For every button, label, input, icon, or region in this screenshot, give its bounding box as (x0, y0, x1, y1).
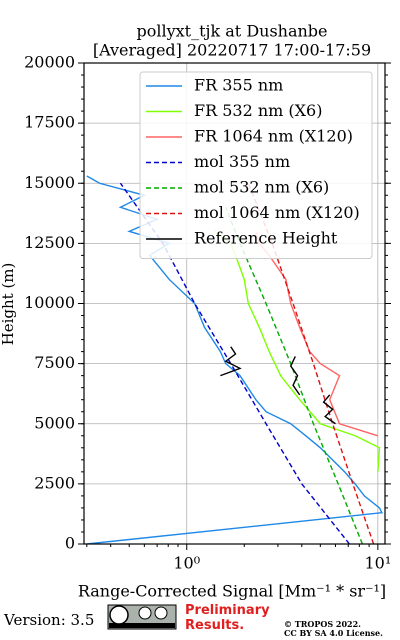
legend-label: FR 1064 nm (X120) (194, 127, 353, 146)
y-tick-label: 20000 (24, 53, 75, 72)
x-tick-label: 10¹ (364, 554, 391, 573)
x-tick-label: 10⁰ (173, 554, 200, 573)
legend-label: Reference Height (194, 229, 338, 248)
notice-line: Results. (185, 618, 244, 633)
license: CC BY SA 4.0 License. (284, 628, 383, 638)
y-axis-label: Height (m) (0, 263, 17, 346)
series-line (220, 346, 242, 377)
legend-label: mol 1064 nm (X120) (194, 203, 360, 222)
copyright: © TROPOS 2022. (284, 619, 361, 629)
notice: Preliminary (185, 603, 270, 618)
y-tick-label: 5000 (34, 413, 75, 432)
y-tick-label: 12500 (24, 233, 75, 252)
y-tick-label: 10000 (24, 293, 75, 312)
series-line (289, 356, 301, 396)
series-line (214, 230, 381, 472)
license-badge (107, 604, 177, 630)
chart-title: pollyxt_tjk at Dushanbe (136, 22, 327, 41)
y-tick-label: 7500 (34, 353, 75, 372)
version: Version: 3.5 (3, 611, 94, 629)
y-tick-label: 17500 (24, 113, 75, 132)
legend-box (139, 71, 373, 259)
y-tick-label: 15000 (24, 173, 75, 192)
series-line (322, 394, 336, 425)
legend-label: mol 355 nm (194, 152, 290, 171)
legend-label: FR 355 nm (194, 76, 283, 95)
legend-label: mol 532 nm (X6) (194, 178, 329, 197)
preliminary-notice: Preliminary Results. (185, 603, 270, 633)
series-line (255, 231, 379, 437)
y-tick-label: 2500 (34, 473, 75, 492)
x-axis-label: Range-Corrected Signal [Mm⁻¹ * sr⁻¹] (78, 582, 386, 601)
plot-frame (83, 62, 386, 545)
legend-label: FR 532 nm (X6) (194, 101, 322, 120)
y-tick-label: 0 (65, 534, 75, 553)
chart-subtitle: [Averaged] 20220717 17:00-17:59 (93, 41, 371, 60)
